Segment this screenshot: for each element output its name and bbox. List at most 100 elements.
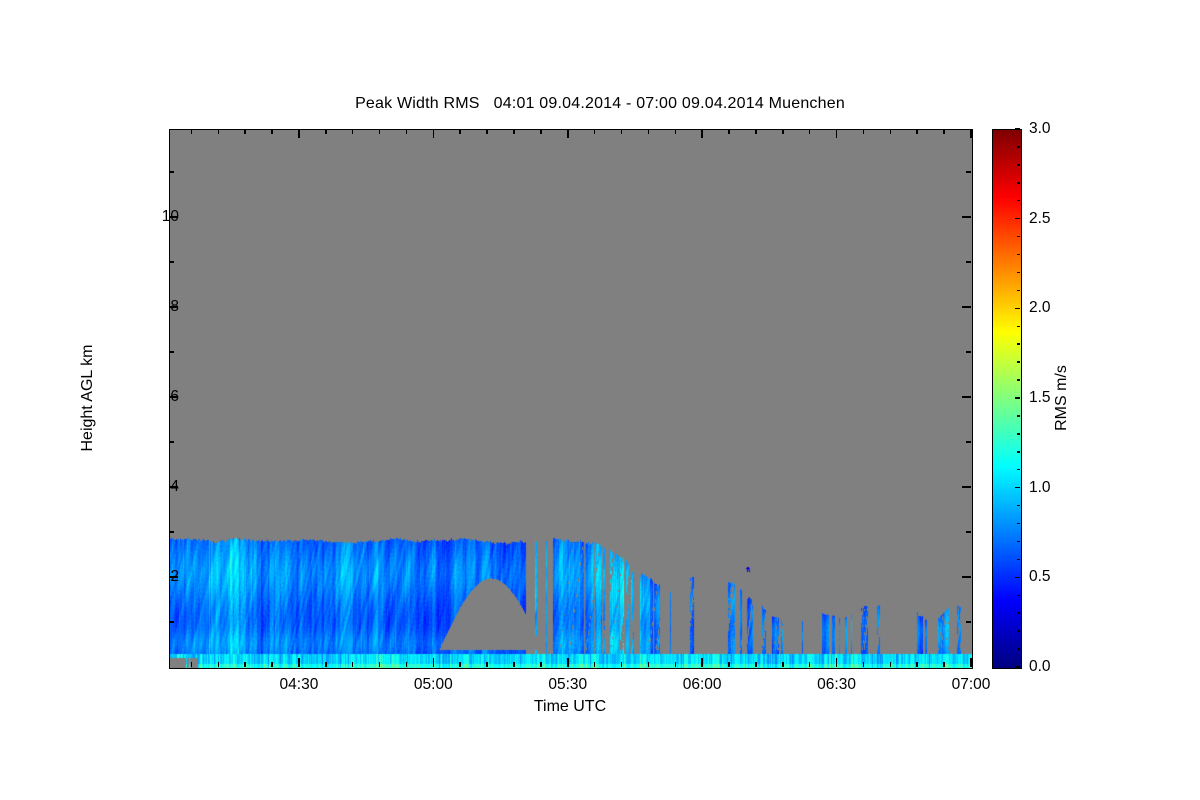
x-tick-minor-top <box>540 129 542 134</box>
colorbar-tick-minor <box>1017 504 1020 507</box>
colorbar-tick-minor <box>1017 289 1020 292</box>
colorbar-gradient <box>993 130 1021 668</box>
y-tick-label: 4 <box>170 477 179 495</box>
x-tick-label: 04:30 <box>279 676 319 693</box>
y-tick-major-right <box>962 216 971 218</box>
x-tick-major <box>701 658 703 667</box>
x-tick-minor-top <box>486 129 488 134</box>
colorbar-tick-label: 2.0 <box>1029 299 1051 317</box>
colorbar-tick-major <box>1015 576 1020 579</box>
y-tick-label: 8 <box>170 297 179 315</box>
y-tick-major-right <box>962 306 971 308</box>
x-tick-minor-top <box>755 129 757 134</box>
x-tick-minor-top <box>943 129 945 134</box>
x-tick-minor <box>459 662 461 667</box>
x-tick-major-top <box>567 129 569 138</box>
heatmap-data <box>170 130 972 668</box>
x-tick-minor <box>755 662 757 667</box>
x-tick-minor-top <box>889 129 892 134</box>
x-tick-major-top <box>701 129 703 138</box>
x-tick-minor <box>593 662 596 667</box>
colorbar-tick-major <box>1015 666 1020 668</box>
x-tick-minor-top <box>782 129 784 134</box>
x-tick-minor-top <box>513 129 515 134</box>
x-tick-minor-top <box>674 129 677 134</box>
x-tick-minor-top <box>351 129 354 134</box>
colorbar-tick-major <box>1015 217 1020 220</box>
x-tick-minor <box>486 662 488 667</box>
x-tick-minor-top <box>325 129 327 134</box>
colorbar-tick-minor <box>1017 612 1020 614</box>
colorbar-label: RMS m/s <box>1053 365 1070 431</box>
y-tick-minor-right <box>966 171 971 173</box>
colorbar-tick-minor <box>1017 164 1020 166</box>
x-tick-minor-top <box>620 129 623 134</box>
x-tick-minor-top <box>459 129 461 134</box>
y-tick-label: 2 <box>170 567 179 585</box>
colorbar-tick-minor <box>1017 594 1020 597</box>
x-tick-label: 05:30 <box>548 676 588 693</box>
x-tick-major <box>567 658 569 667</box>
x-tick-minor-top <box>728 129 730 134</box>
y-tick-minor <box>169 171 174 173</box>
y-tick-minor <box>169 261 174 263</box>
x-tick-minor <box>378 662 381 667</box>
x-tick-minor-top <box>405 129 408 134</box>
x-tick-major-top <box>835 129 838 138</box>
x-tick-minor-top <box>378 129 381 134</box>
x-tick-major-top <box>970 129 972 138</box>
y-tick-major <box>169 216 178 218</box>
x-tick-minor <box>271 662 273 667</box>
y-tick-major <box>169 306 178 308</box>
y-tick-major <box>169 486 178 488</box>
y-tick-minor-right <box>966 261 971 263</box>
x-tick-minor-top <box>217 129 220 134</box>
x-tick-minor-top <box>271 129 273 134</box>
y-tick-minor <box>169 351 174 353</box>
colorbar <box>992 129 1022 669</box>
colorbar-tick-minor <box>1017 146 1020 148</box>
x-tick-minor <box>190 662 193 667</box>
colorbar-tick-minor <box>1017 271 1020 274</box>
colorbar-tick-minor <box>1017 468 1020 471</box>
y-tick-major-right <box>962 486 971 488</box>
colorbar-tick-minor <box>1017 182 1020 184</box>
x-tick-major-top <box>432 129 435 138</box>
colorbar-tick-minor <box>1017 433 1020 435</box>
x-tick-minor <box>513 662 515 667</box>
colorbar-tick-label: 2.5 <box>1029 209 1051 227</box>
plot-area <box>169 129 973 669</box>
colorbar-tick-minor <box>1017 379 1020 381</box>
y-tick-major <box>169 576 178 578</box>
colorbar-tick-label: 0.0 <box>1029 658 1051 675</box>
colorbar-tick-label: 1.5 <box>1029 389 1051 406</box>
x-tick-label: 06:30 <box>817 676 856 693</box>
colorbar-tick-major <box>1015 486 1020 489</box>
y-tick-minor-right <box>966 621 971 623</box>
x-tick-minor <box>217 662 220 667</box>
x-tick-minor <box>405 662 408 667</box>
y-tick-minor-right <box>966 351 971 353</box>
x-tick-label: 05:00 <box>413 676 453 693</box>
colorbar-tick-minor <box>1017 540 1020 543</box>
x-tick-minor <box>647 662 650 667</box>
page-title: Peak Width RMS 04:01 09.04.2014 - 07:00 … <box>355 95 845 112</box>
x-tick-minor <box>540 662 542 667</box>
y-tick-label: 6 <box>170 387 179 405</box>
x-tick-minor <box>782 662 784 667</box>
colorbar-tick-label: 1.0 <box>1029 478 1051 496</box>
colorbar-tick-minor <box>1017 343 1020 345</box>
colorbar-tick-major <box>1015 397 1020 399</box>
x-tick-minor <box>728 662 730 667</box>
x-tick-minor-top <box>647 129 650 134</box>
x-tick-minor-top <box>916 129 918 134</box>
x-tick-major <box>298 658 300 667</box>
x-tick-minor <box>862 662 865 667</box>
x-tick-minor-top <box>244 129 246 134</box>
x-axis-label: Time UTC <box>533 698 607 715</box>
x-tick-minor <box>325 662 327 667</box>
x-tick-minor-top <box>808 129 811 134</box>
x-tick-minor <box>916 662 918 667</box>
colorbar-tick-minor <box>1017 630 1020 632</box>
y-tick-major-right <box>962 576 971 578</box>
